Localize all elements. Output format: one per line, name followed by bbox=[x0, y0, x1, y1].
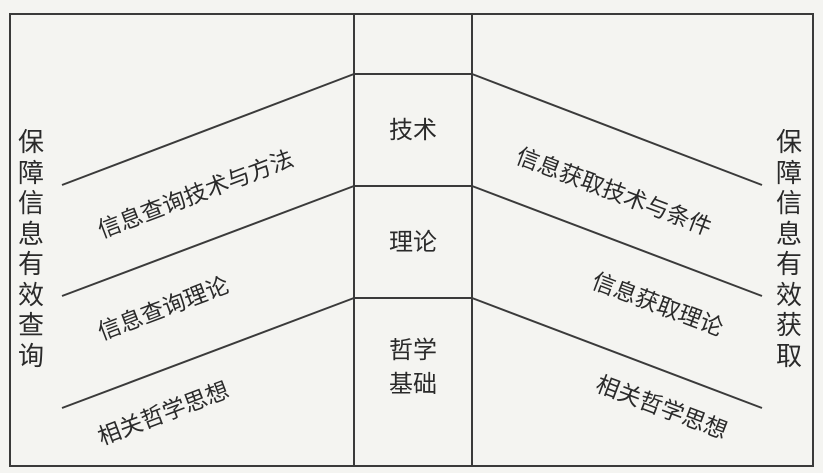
center-layer-technology: 技术 bbox=[389, 116, 437, 144]
left-slope-line-1 bbox=[61, 73, 355, 186]
right-slope-line-3 bbox=[471, 297, 763, 409]
right-slope-line-1 bbox=[471, 73, 763, 186]
right-slope-line-2 bbox=[471, 185, 763, 297]
outer-frame bbox=[9, 13, 814, 467]
left-slope-line-3 bbox=[61, 297, 355, 409]
center-layer-philosophy: 哲学 基础 bbox=[389, 336, 437, 398]
center-layer-theory: 理论 bbox=[389, 228, 437, 256]
right-vertical-label: 保障信息有效获取 bbox=[775, 128, 802, 372]
left-vertical-label: 保障信息有效查询 bbox=[17, 128, 44, 372]
left-slope-line-2 bbox=[61, 185, 355, 297]
